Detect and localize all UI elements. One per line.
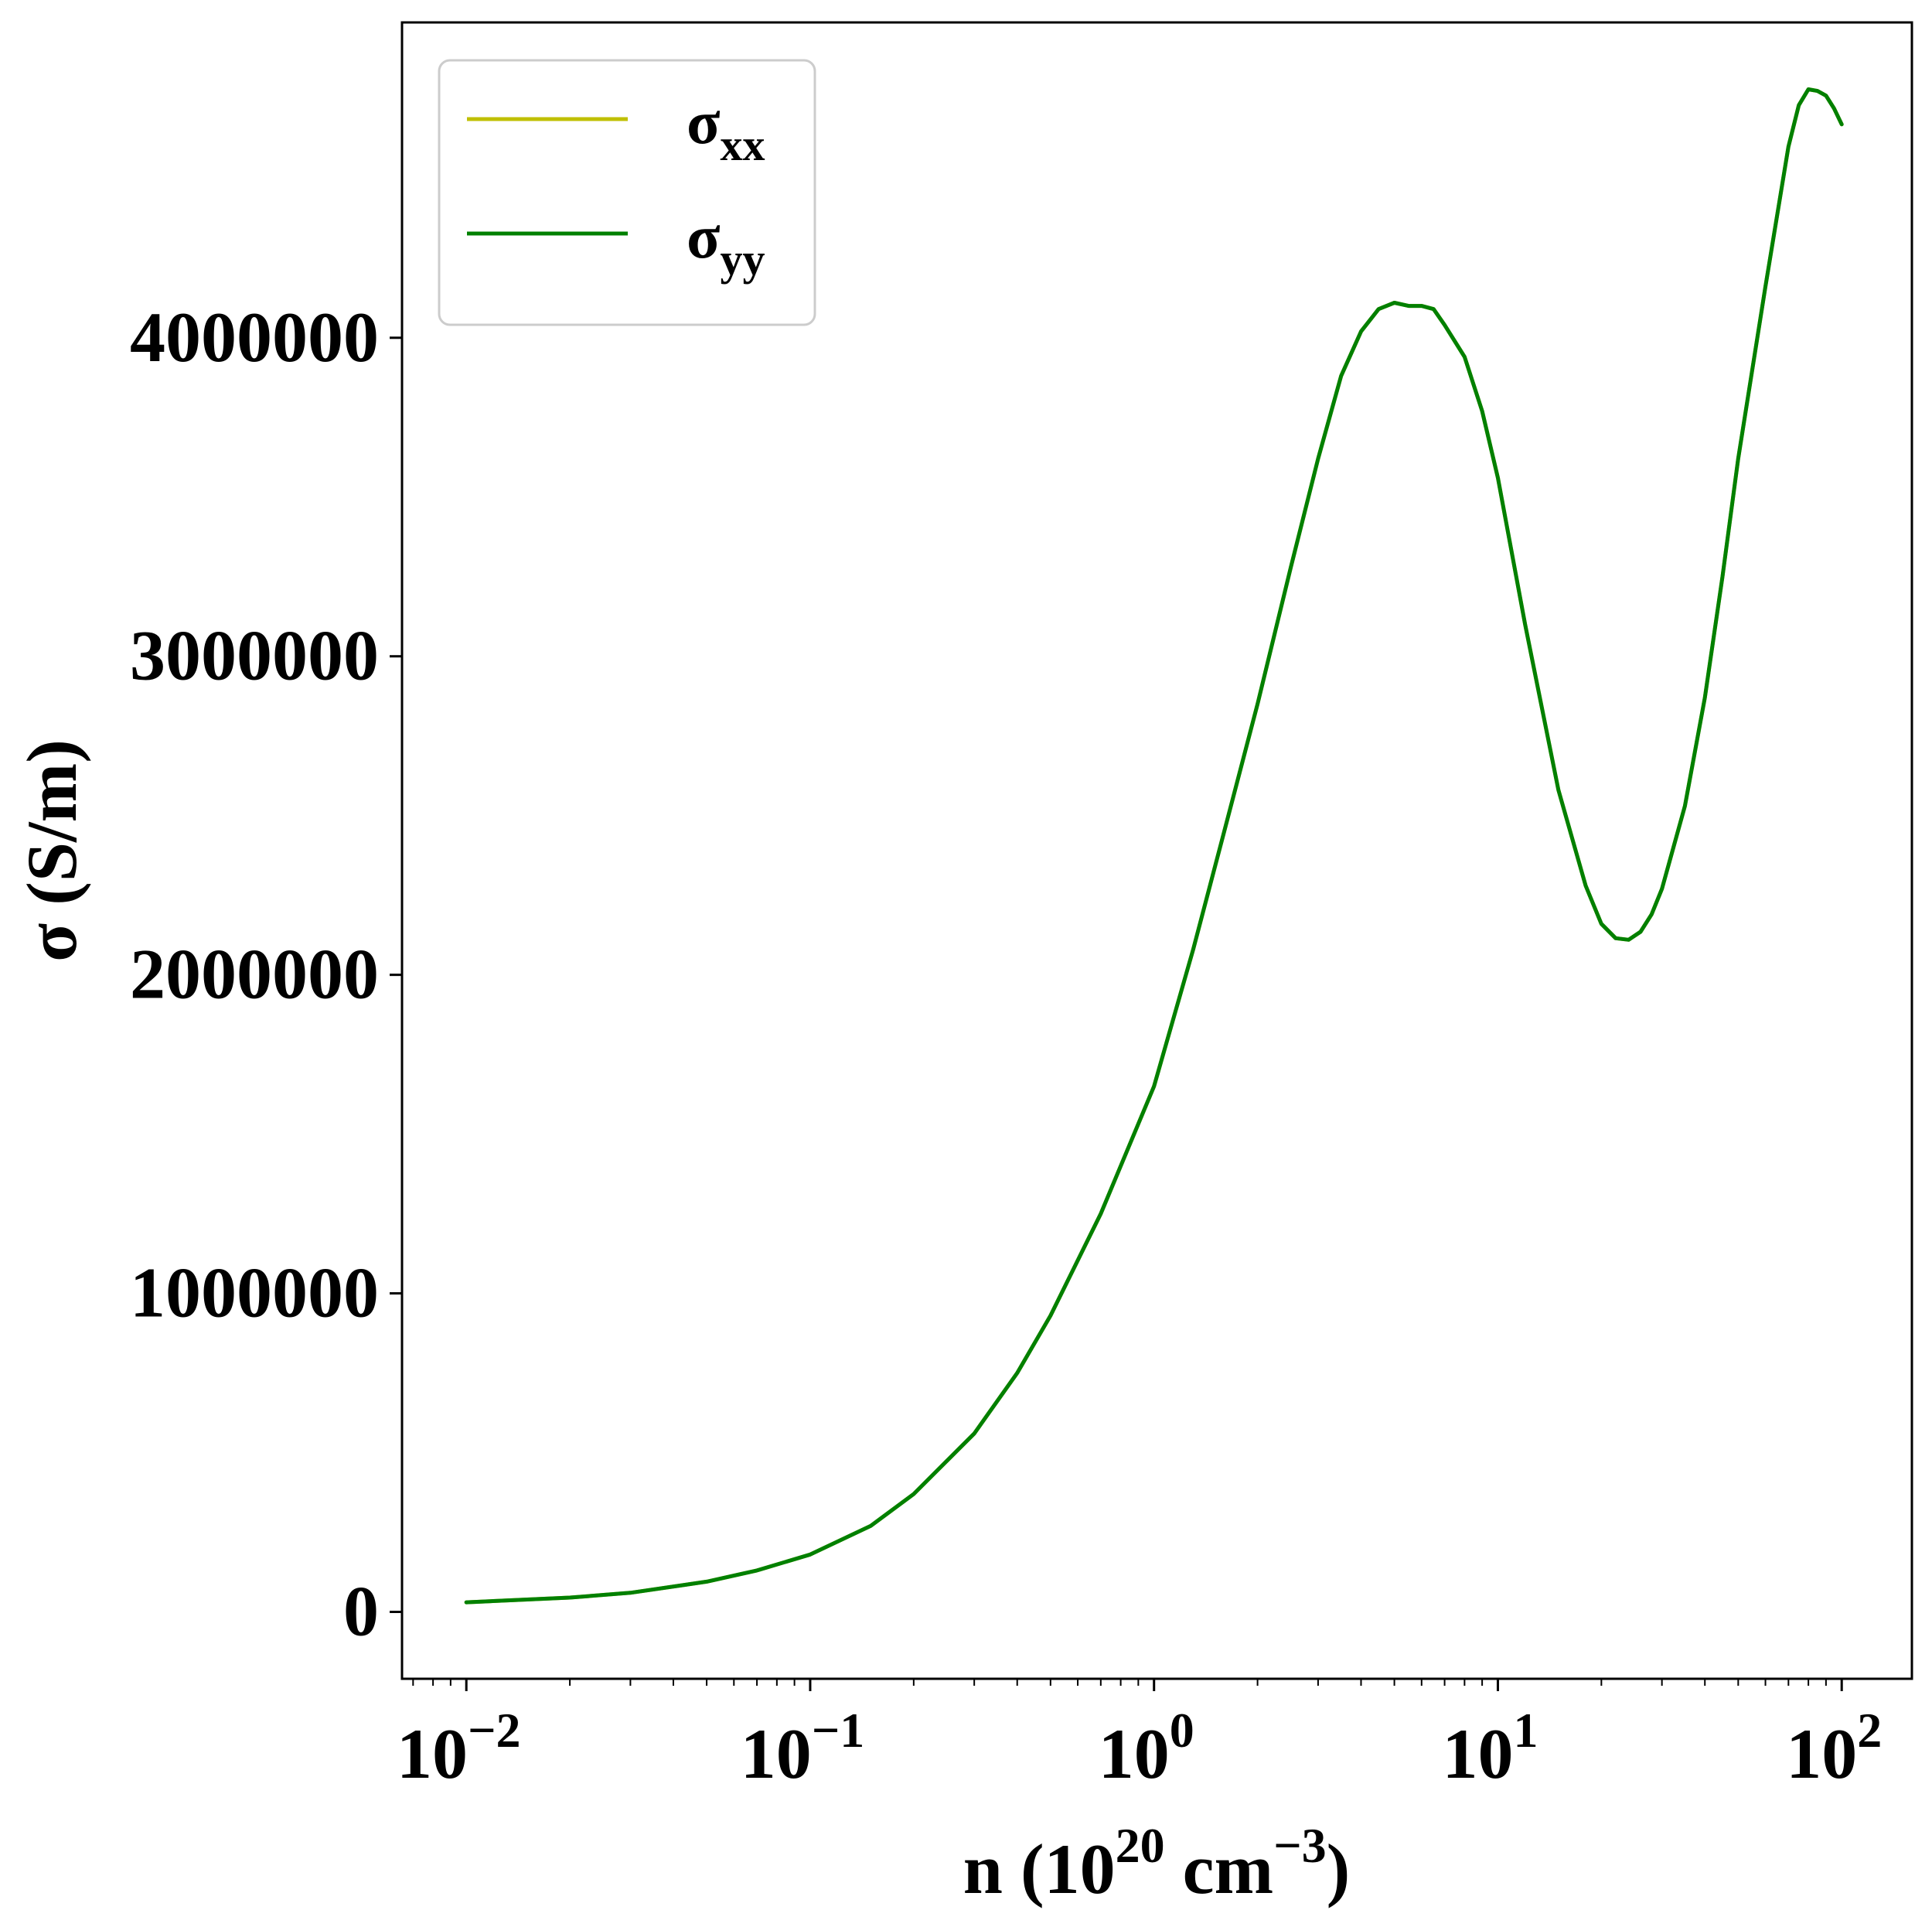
y-tick-label: 1000000 [130, 1253, 379, 1332]
x-axis: 10−2 10−1 100 101 102 [397, 1679, 1882, 1793]
legend-label-sigma-xx-base: σ [687, 89, 721, 157]
x-tick-label: 10−2 [397, 1703, 520, 1793]
x-tick-label: 101 [1442, 1703, 1538, 1793]
y-axis-label: σ (S/m) [12, 739, 91, 962]
legend-box [438, 59, 816, 326]
y-axis: 0 1000000 2000000 3000000 4000000 [130, 298, 402, 1650]
legend: σxx σyy [438, 59, 816, 326]
x-tick-label: 100 [1099, 1703, 1194, 1793]
legend-label-sigma-xx: σxx [687, 89, 765, 170]
y-tick-label: 2000000 [130, 935, 379, 1014]
x-axis-label-sup2: −3 [1273, 1818, 1326, 1873]
y-tick-label: 4000000 [130, 298, 379, 377]
x-axis-label-end: ) [1327, 1830, 1351, 1908]
legend-label-sigma-yy: σyy [687, 203, 765, 285]
legend-label-sigma-xx-sub: xx [721, 120, 765, 170]
series-layer [464, 87, 1844, 1605]
y-tick-label: 0 [343, 1571, 379, 1650]
legend-label-sigma-yy-base: σ [687, 203, 721, 271]
x-tick-label: 10−1 [741, 1703, 864, 1793]
x-axis-label: n (1020 cm−3) [963, 1818, 1350, 1908]
legend-label-sigma-yy-sub: yy [721, 234, 765, 285]
plot-frame [400, 21, 1913, 1680]
x-axis-label-sup1: 20 [1116, 1818, 1165, 1873]
y-tick-label: 3000000 [130, 616, 379, 695]
x-axis-label-mid: cm [1165, 1830, 1273, 1908]
x-tick-label: 102 [1786, 1703, 1882, 1793]
series-line-yy [464, 87, 1844, 1605]
x-axis-label-main: n (10 [963, 1830, 1116, 1908]
